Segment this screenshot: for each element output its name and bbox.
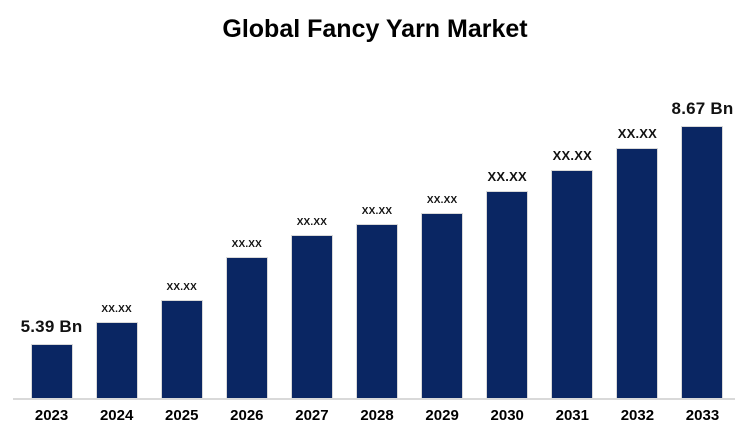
x-axis-tick-label: 2030 [490, 407, 524, 424]
plot-area: 5.39 Bn XX.XX XX.XX XX.XX XX.XX XX.XX XX.XX XX.… [19, 88, 735, 398]
bar-column: XX.XX [475, 88, 540, 398]
x-axis-tick-label: 2026 [230, 407, 264, 424]
x-axis-tick-label: 2025 [165, 407, 199, 424]
x-axis-tick-label: 2032 [620, 407, 655, 424]
bar-column: XX.XX [410, 88, 475, 398]
bar-value-label: XX.XX [617, 126, 658, 141]
bar-column: XX.XX [214, 88, 279, 398]
bar [681, 126, 724, 398]
x-axis-labels: 2023 2024 2025 2026 2027 2028 2029 2030 2031 2032… [19, 407, 735, 424]
bar-value-label: 8.67 Bn [671, 99, 734, 118]
chart-title: Global Fancy Yarn Market [222, 15, 528, 43]
bar-column: 8.67 Bn [670, 88, 735, 398]
bar-column: XX.XX [344, 88, 409, 398]
bar-value-label: XX.XX [487, 169, 527, 184]
bar [95, 322, 138, 398]
x-axis-tick-label: 2023 [34, 407, 69, 424]
bar-column: XX.XX [279, 88, 344, 398]
x-axis-line [13, 398, 735, 400]
bar-value-label: XX.XX [166, 282, 197, 293]
bar [30, 344, 73, 398]
bar-value-label: 5.39 Bn [20, 317, 83, 336]
x-axis-tick-label: 2024 [99, 407, 134, 424]
bar-column: XX.XX [149, 88, 214, 398]
bar-value-label: XX.XX [552, 148, 592, 163]
bar-value-label: XX.XX [361, 206, 393, 217]
x-axis-tick-label: 2027 [295, 407, 329, 424]
bar [421, 213, 464, 398]
bar-column: XX.XX [605, 88, 670, 398]
bar-value-label: XX.XX [231, 239, 263, 250]
bar-column: 5.39 Bn [19, 88, 84, 398]
bar [616, 148, 659, 398]
bar [290, 235, 333, 398]
bar-value-label: XX.XX [296, 217, 328, 228]
bar-column: XX.XX [84, 88, 149, 398]
bar [160, 300, 203, 398]
bar-column: XX.XX [540, 88, 605, 398]
x-axis-tick-label: 2033 [685, 407, 720, 424]
bar-value-label: XX.XX [426, 195, 458, 206]
bar [551, 170, 594, 398]
bar [486, 191, 529, 398]
bar [225, 257, 268, 398]
x-axis-tick-label: 2031 [555, 407, 589, 424]
x-axis-tick-label: 2028 [360, 407, 394, 424]
x-axis-tick-label: 2029 [425, 407, 459, 424]
bar [356, 224, 399, 398]
bar-value-label: XX.XX [101, 304, 132, 315]
